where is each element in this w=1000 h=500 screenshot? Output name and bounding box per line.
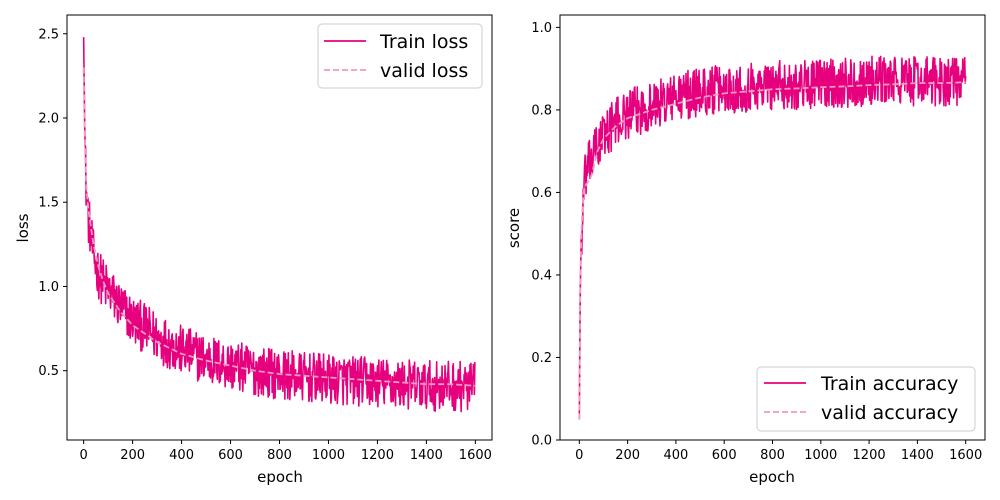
legend-label-valid-accuracy: valid accuracy xyxy=(821,402,958,424)
x-tick-label: 800 xyxy=(267,448,292,463)
y-tick-label: 0.8 xyxy=(531,103,552,118)
x-tick-label: 1600 xyxy=(459,448,492,463)
series-line-score-valid xyxy=(578,81,966,420)
score-ticks: 0 200 400 600 800 1000 1200 1400 1600 0.0 0.2 0.4 0.… xyxy=(531,21,982,463)
x-tick-label: 0 xyxy=(80,448,88,463)
x-tick-label: 400 xyxy=(663,448,688,463)
loss-legend: Train loss valid loss xyxy=(317,23,483,89)
score-x-axis-label: epoch xyxy=(749,468,795,486)
x-tick-label: 1200 xyxy=(853,448,886,463)
loss-ticks: 0 200 400 600 800 1000 1200 1400 1600 0.5 1.0 1.5 2.… xyxy=(38,27,492,463)
x-tick-label: 600 xyxy=(218,448,243,463)
y-tick-label: 2.0 xyxy=(38,111,59,126)
loss-chart: 0 200 400 600 800 1000 1200 1400 1600 0.5 1.0 1.5 2.… xyxy=(14,14,493,486)
x-tick-label: 800 xyxy=(760,448,785,463)
x-tick-label: 1400 xyxy=(901,448,934,463)
x-tick-label: 1000 xyxy=(804,448,837,463)
legend-label-train-loss: Train loss xyxy=(379,31,468,53)
x-tick-label: 1600 xyxy=(949,448,982,463)
score-legend-box xyxy=(756,366,976,432)
y-tick-label: 0.6 xyxy=(531,186,552,201)
x-tick-label: 1400 xyxy=(410,448,443,463)
score-y-axis-label: score xyxy=(505,208,523,248)
y-tick-label: 2.5 xyxy=(38,27,59,42)
score-legend: Train accuracy valid accuracy xyxy=(756,366,976,432)
y-tick-label: 1.0 xyxy=(38,280,59,295)
x-tick-label: 600 xyxy=(712,448,737,463)
loss-y-axis-label: loss xyxy=(14,213,32,242)
series-line-loss-valid xyxy=(82,67,476,387)
y-tick-label: 0.0 xyxy=(531,434,552,449)
legend-label-train-accuracy: Train accuracy xyxy=(820,373,958,395)
y-tick-label: 0.2 xyxy=(531,351,552,366)
x-tick-label: 1000 xyxy=(312,448,345,463)
x-tick-label: 400 xyxy=(169,448,194,463)
y-tick-label: 1.0 xyxy=(531,21,552,36)
loss-plot-area xyxy=(82,37,476,413)
score-plot-area xyxy=(578,55,967,420)
x-tick-label: 1200 xyxy=(361,448,394,463)
series-line-loss-train xyxy=(82,37,476,413)
series-line-score-train xyxy=(578,55,967,420)
x-tick-label: 0 xyxy=(575,448,583,463)
loss-x-axis-label: epoch xyxy=(257,468,303,486)
y-tick-label: 1.5 xyxy=(38,196,59,211)
loss-legend-box xyxy=(317,23,483,89)
x-tick-label: 200 xyxy=(120,448,145,463)
x-tick-label: 200 xyxy=(615,448,640,463)
y-tick-label: 0.5 xyxy=(38,364,59,379)
y-tick-label: 0.4 xyxy=(531,268,552,283)
score-chart: 0 200 400 600 800 1000 1200 1400 1600 0.0 0.2 0.4 0.… xyxy=(505,14,986,486)
legend-label-valid-loss: valid loss xyxy=(380,60,468,82)
